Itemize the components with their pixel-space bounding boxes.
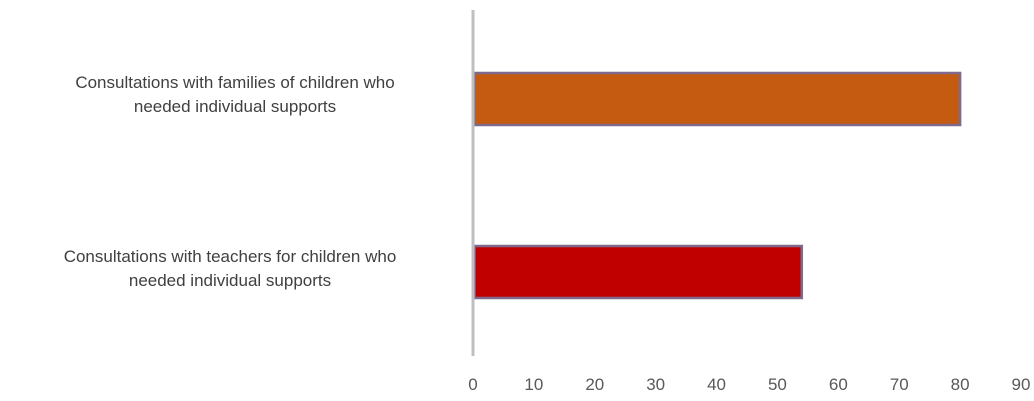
x-tick-label-3: 30 (646, 375, 665, 394)
x-tick-label-1: 10 (524, 375, 543, 394)
x-tick-label-9: 90 (1012, 375, 1031, 394)
category-label-0: Consultations with families of children … (5, 71, 465, 119)
x-tick-label-6: 60 (829, 375, 848, 394)
x-tick-label-7: 70 (890, 375, 909, 394)
category-label-0-line-2: needed individual supports (133, 97, 337, 116)
category-label-1-line-1: Consultations with teachers for children… (63, 247, 397, 266)
x-tick-label-5: 50 (768, 375, 787, 394)
x-tick-label-8: 80 (951, 375, 970, 394)
x-tick-label-0: 0 (468, 375, 477, 394)
category-label-1: Consultations with teachers for children… (0, 245, 460, 293)
x-tick-label-4: 40 (707, 375, 726, 394)
bar-0 (473, 71, 962, 127)
bar-1 (473, 244, 804, 300)
x-tick-label-2: 20 (585, 375, 604, 394)
category-label-1-line-2: needed individual supports (128, 271, 332, 290)
category-label-0-line-1: Consultations with families of children … (75, 73, 395, 92)
